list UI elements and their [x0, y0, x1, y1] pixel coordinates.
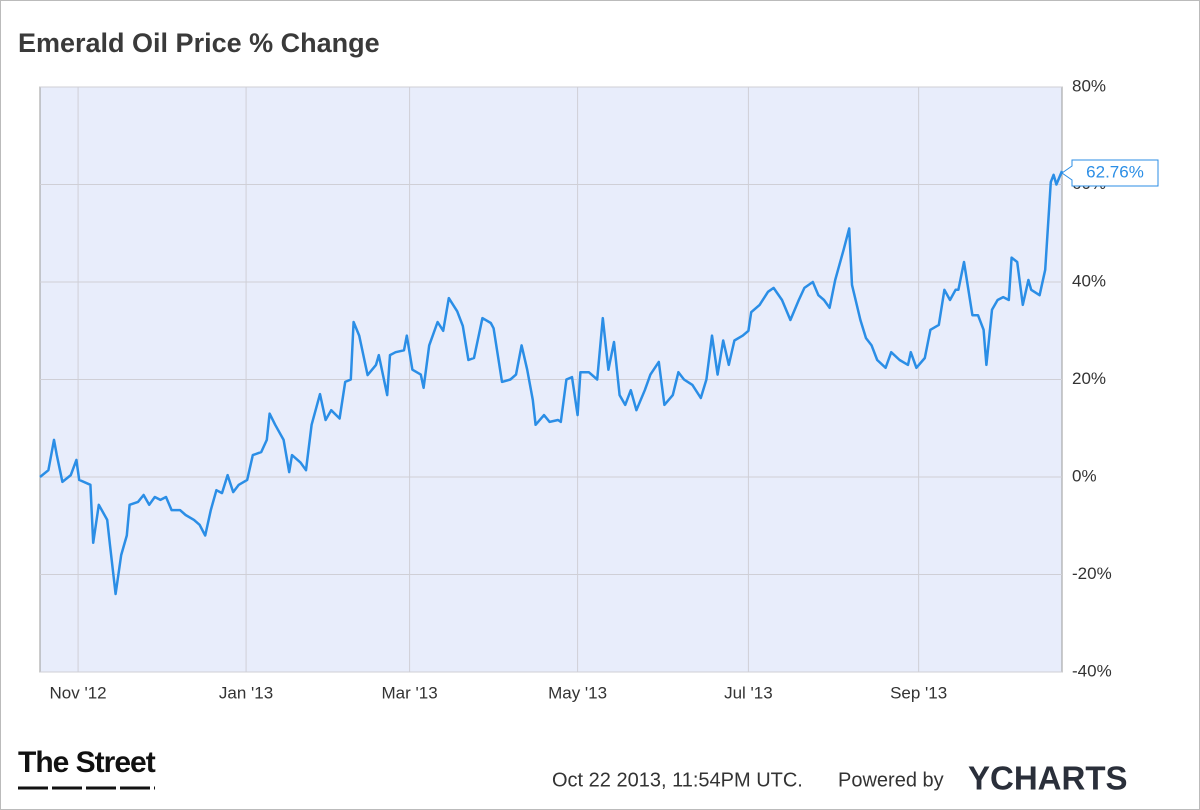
- y-tick-label: -40%: [1072, 661, 1112, 680]
- powered-by: Powered by: [838, 769, 944, 791]
- x-tick-label: Jul '13: [724, 683, 773, 702]
- y-tick-label: -20%: [1072, 564, 1112, 583]
- marks: [39, 170, 1064, 596]
- y-tick-label: 20%: [1072, 369, 1106, 388]
- brand: YCHARTS: [968, 760, 1128, 797]
- x-tick-label: Sep '13: [890, 683, 947, 702]
- x-tick-label: May '13: [548, 683, 607, 702]
- y-tick-label: 40%: [1072, 271, 1106, 290]
- y-tick-label: 80%: [1072, 76, 1106, 95]
- timestamp: Oct 22 2013, 11:54PM UTC.: [552, 769, 803, 791]
- x-tick-label: Mar '13: [382, 683, 438, 702]
- annotation-box: [1061, 159, 1159, 187]
- y-tick-label: 0%: [1072, 466, 1097, 485]
- chart-title: Emerald Oil Price % Change: [18, 28, 380, 58]
- grid: [40, 86, 1062, 673]
- x-tick-label: Jan '13: [219, 683, 273, 702]
- logo: The Street: [18, 746, 156, 779]
- annotation: 62.76%: [1086, 162, 1144, 181]
- x-tick-label: Nov '12: [50, 683, 107, 702]
- line: [39, 170, 1064, 596]
